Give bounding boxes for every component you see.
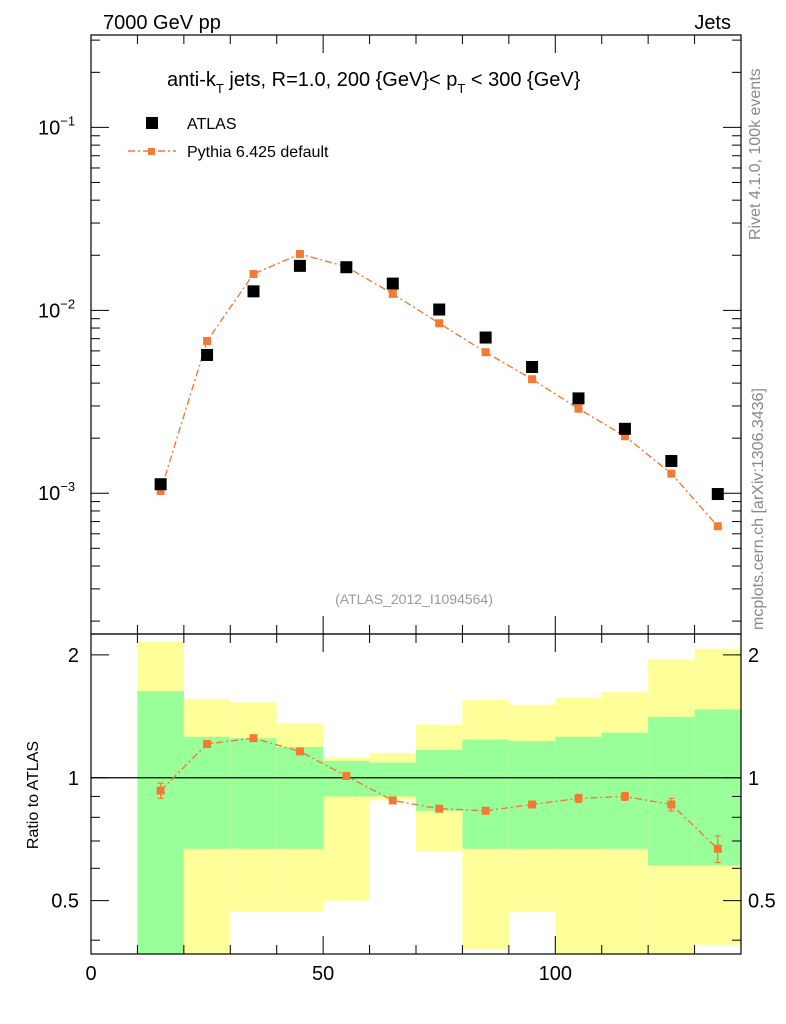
mc-point bbox=[156, 486, 165, 495]
analysis-id: (ATLAS_2012_I1094564) bbox=[335, 591, 493, 607]
mc-point bbox=[667, 469, 676, 478]
ratio-y-tick-label: 1 bbox=[68, 768, 79, 790]
ratio-band-inner bbox=[601, 732, 649, 849]
data-point bbox=[386, 277, 399, 290]
ratio-mc-point bbox=[203, 739, 212, 748]
data-point bbox=[618, 422, 631, 435]
mc-line-path bbox=[159, 253, 719, 527]
ratio-panel: 0.5 0.5 1 1 2 2 0 50 100 Ratio to ATLAS bbox=[25, 633, 776, 985]
x-tick-label: 50 bbox=[312, 963, 334, 985]
ratio-mc-point bbox=[295, 747, 304, 756]
data-point bbox=[526, 360, 539, 373]
legend-mc-label: Pythia 6.425 default bbox=[187, 144, 329, 161]
mcplots-label: mcplots.cern.ch [arXiv:1306.3436] bbox=[750, 388, 767, 630]
mc-point bbox=[574, 404, 583, 413]
main-y-tick-label: 10−2 bbox=[38, 296, 75, 322]
data-point bbox=[247, 285, 260, 298]
header-left: 7000 GeV pp bbox=[103, 12, 221, 34]
mc-point bbox=[203, 336, 212, 345]
ratio-uncertainty-bands bbox=[137, 642, 741, 954]
legend-mc-marker bbox=[148, 148, 155, 155]
ratio-y-tick-label: 2 bbox=[68, 645, 79, 667]
ratio-mc-point bbox=[435, 804, 444, 813]
main-y-tick-label: 10−3 bbox=[38, 479, 75, 505]
ratio-mc-point bbox=[574, 794, 583, 803]
ratio-y-tick-label-right: 1 bbox=[748, 768, 759, 790]
ratio-band-inner bbox=[369, 762, 416, 797]
data-point bbox=[479, 331, 492, 344]
data-point bbox=[154, 478, 167, 491]
ratio-ylabel: Ratio to ATLAS bbox=[25, 741, 42, 849]
ratio-tick-labels: 0.5 0.5 1 1 2 2 0 50 100 bbox=[51, 645, 776, 985]
ratio-frame bbox=[90, 633, 742, 955]
ratio-band-inner bbox=[648, 716, 695, 866]
mc-point bbox=[481, 348, 490, 357]
main-panel: 10−3 10−2 10−1 anti-kT jets, R=1.0, 200 {G… bbox=[38, 34, 742, 635]
data-point bbox=[201, 348, 214, 361]
mc-point bbox=[713, 522, 722, 531]
ratio-band-inner bbox=[276, 746, 324, 849]
ratio-mc-point bbox=[667, 800, 676, 809]
data-point bbox=[340, 261, 353, 274]
ratio-y-tick-label-right: 2 bbox=[748, 645, 759, 667]
ratio-band-inner bbox=[416, 749, 463, 811]
mc-point bbox=[435, 319, 444, 328]
mc-series-points bbox=[156, 250, 722, 531]
mc-point bbox=[620, 432, 629, 441]
ratio-mc-point bbox=[481, 806, 490, 815]
ratio-mc-point bbox=[342, 771, 351, 780]
mc-series-line bbox=[159, 253, 719, 527]
main-axis-ticks bbox=[90, 35, 742, 634]
ratio-axis-ticks bbox=[90, 634, 742, 954]
header-right: Jets bbox=[694, 12, 731, 34]
data-point bbox=[433, 303, 446, 316]
ratio-mc-point bbox=[713, 844, 722, 853]
ratio-band-inner bbox=[230, 738, 277, 849]
main-y-tick-label: 10−1 bbox=[38, 113, 75, 139]
ratio-band-inner bbox=[555, 736, 602, 849]
legend-data-label: ATLAS bbox=[187, 116, 237, 133]
ratio-mc-point bbox=[528, 800, 537, 809]
ratio-mc-point bbox=[156, 786, 165, 795]
mc-point bbox=[295, 250, 304, 259]
ratio-mc-point bbox=[249, 734, 258, 743]
x-tick-label: 100 bbox=[539, 963, 572, 985]
data-point bbox=[665, 455, 678, 468]
ratio-band-inner bbox=[137, 691, 184, 954]
plot-title: anti-kT jets, R=1.0, 200 {GeV}< pT < 300… bbox=[167, 69, 581, 96]
data-point bbox=[711, 488, 724, 501]
data-point bbox=[293, 259, 306, 272]
mc-point bbox=[528, 375, 537, 384]
mc-point bbox=[249, 269, 258, 278]
x-tick-label: 0 bbox=[85, 963, 96, 985]
ratio-mc-point bbox=[388, 796, 397, 805]
ratio-mc-point bbox=[620, 792, 629, 801]
legend-data-marker bbox=[146, 117, 158, 129]
ratio-band-inner bbox=[462, 739, 509, 849]
ratio-mc-series bbox=[156, 734, 722, 864]
ratio-band-inner bbox=[508, 741, 556, 849]
ratio-y-tick-label: 0.5 bbox=[51, 891, 79, 913]
rivet-label: Rivet 4.1.0, 100k events bbox=[747, 68, 764, 240]
data-point bbox=[572, 392, 585, 405]
ratio-band-inner bbox=[183, 736, 231, 849]
ratio-y-tick-label-right: 0.5 bbox=[748, 891, 776, 913]
main-y-tick-labels: 10−3 10−2 10−1 bbox=[38, 113, 75, 505]
mc-point bbox=[388, 289, 397, 298]
data-series-points bbox=[154, 259, 724, 501]
